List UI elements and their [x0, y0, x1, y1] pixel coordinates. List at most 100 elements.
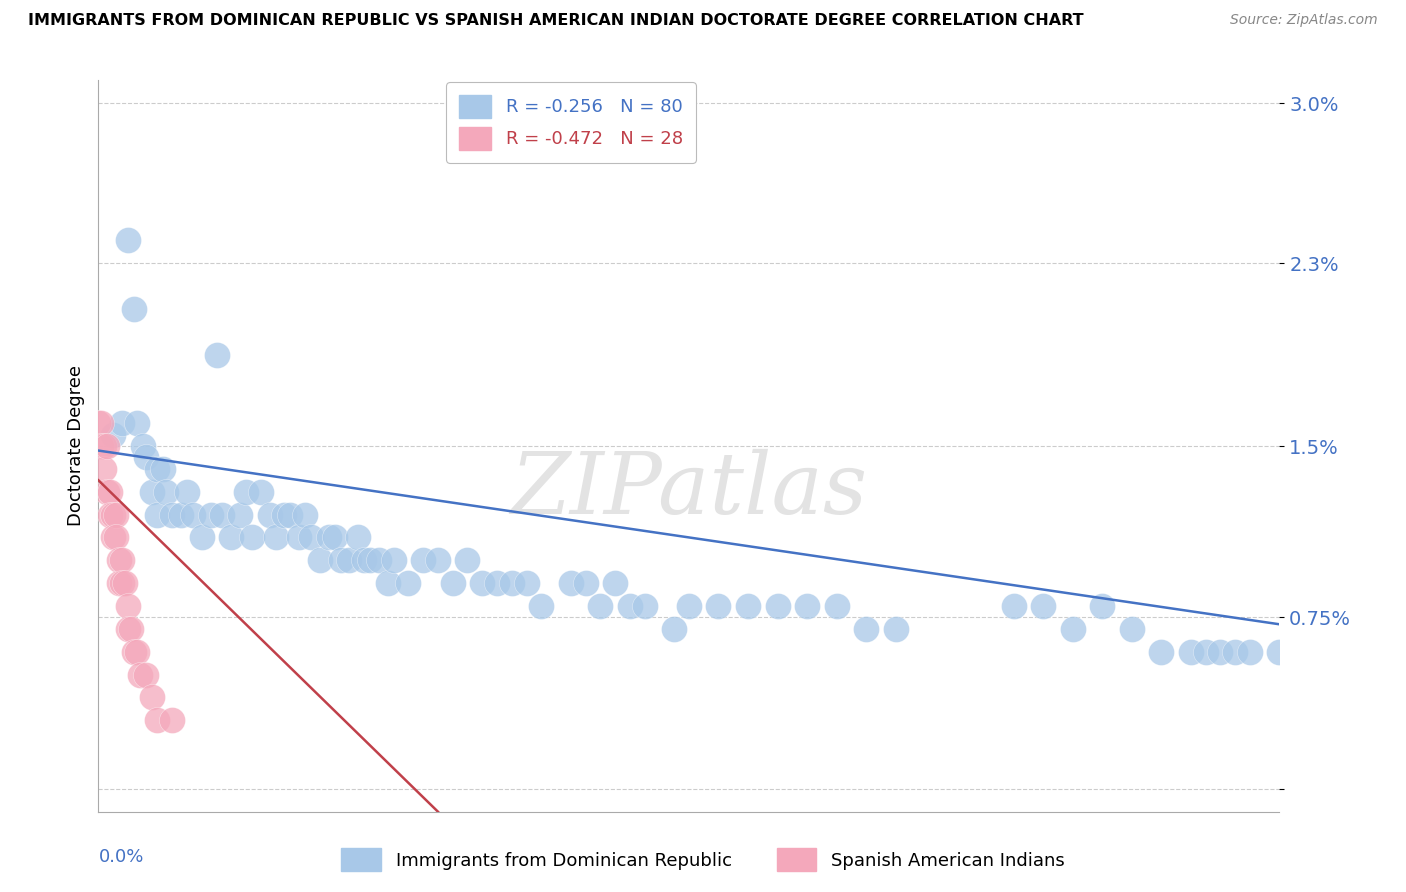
Point — [1239, 645, 1261, 659]
Point — [377, 576, 399, 591]
Point — [347, 530, 370, 544]
Y-axis label: Doctorate Degree: Doctorate Degree — [66, 366, 84, 526]
Point — [368, 553, 391, 567]
Point — [111, 576, 134, 591]
Point — [111, 416, 134, 430]
Point — [98, 508, 121, 522]
Point — [90, 416, 112, 430]
Point — [1180, 645, 1202, 659]
Point — [152, 462, 174, 476]
Text: Source: ZipAtlas.com: Source: ZipAtlas.com — [1230, 13, 1378, 28]
Point — [240, 530, 263, 544]
Point — [176, 484, 198, 499]
Point — [575, 576, 598, 591]
Point — [105, 530, 128, 544]
Point — [211, 508, 233, 522]
Point — [229, 508, 252, 522]
Point — [1062, 622, 1084, 636]
Point — [280, 508, 302, 522]
Point — [128, 667, 150, 681]
Legend: R = -0.256   N = 80, R = -0.472   N = 28: R = -0.256 N = 80, R = -0.472 N = 28 — [446, 82, 696, 162]
Point — [125, 416, 148, 430]
Point — [235, 484, 257, 499]
Text: 0.0%: 0.0% — [98, 848, 143, 866]
Point — [162, 714, 183, 728]
Point — [359, 553, 381, 567]
Point — [162, 508, 183, 522]
Point — [560, 576, 582, 591]
Point — [589, 599, 612, 613]
Point — [103, 530, 125, 544]
Point — [114, 576, 136, 591]
Point — [141, 484, 163, 499]
Point — [1195, 645, 1218, 659]
Point — [250, 484, 273, 499]
Point — [884, 622, 907, 636]
Legend: Immigrants from Dominican Republic, Spanish American Indians: Immigrants from Dominican Republic, Span… — [335, 841, 1071, 879]
Point — [117, 622, 139, 636]
Point — [288, 530, 311, 544]
Point — [117, 233, 139, 247]
Point — [122, 645, 145, 659]
Point — [309, 553, 332, 567]
Point — [103, 508, 125, 522]
Point — [259, 508, 281, 522]
Point — [796, 599, 818, 613]
Point — [181, 508, 204, 522]
Point — [191, 530, 214, 544]
Point — [1225, 645, 1247, 659]
Point — [339, 553, 361, 567]
Point — [427, 553, 450, 567]
Point — [96, 484, 118, 499]
Point — [737, 599, 759, 613]
Point — [329, 553, 352, 567]
Point — [605, 576, 627, 591]
Point — [678, 599, 700, 613]
Point — [205, 348, 228, 362]
Point — [108, 553, 131, 567]
Point — [294, 508, 316, 522]
Point — [1268, 645, 1291, 659]
Point — [486, 576, 509, 591]
Point — [457, 553, 479, 567]
Point — [530, 599, 553, 613]
Point — [382, 553, 405, 567]
Point — [264, 530, 287, 544]
Point — [273, 508, 295, 522]
Point — [1121, 622, 1143, 636]
Point — [93, 439, 115, 453]
Point — [141, 690, 163, 705]
Point — [146, 508, 169, 522]
Point — [664, 622, 686, 636]
Point — [855, 622, 877, 636]
Point — [619, 599, 641, 613]
Point — [96, 439, 118, 453]
Point — [105, 508, 128, 522]
Point — [707, 599, 730, 613]
Point — [318, 530, 340, 544]
Point — [1002, 599, 1025, 613]
Text: IMMIGRANTS FROM DOMINICAN REPUBLIC VS SPANISH AMERICAN INDIAN DOCTORATE DEGREE C: IMMIGRANTS FROM DOMINICAN REPUBLIC VS SP… — [28, 13, 1084, 29]
Point — [135, 450, 157, 465]
Point — [353, 553, 375, 567]
Point — [170, 508, 193, 522]
Point — [122, 301, 145, 316]
Point — [1150, 645, 1173, 659]
Point — [146, 462, 169, 476]
Point — [117, 599, 139, 613]
Point — [125, 645, 148, 659]
Point — [90, 439, 112, 453]
Text: ZIPatlas: ZIPatlas — [510, 449, 868, 532]
Point — [221, 530, 243, 544]
Point — [1091, 599, 1114, 613]
Point — [398, 576, 420, 591]
Point — [108, 576, 131, 591]
Point — [634, 599, 657, 613]
Point — [501, 576, 523, 591]
Point — [103, 427, 125, 442]
Point — [299, 530, 322, 544]
Point — [412, 553, 434, 567]
Point — [825, 599, 848, 613]
Point — [135, 667, 157, 681]
Point — [1209, 645, 1232, 659]
